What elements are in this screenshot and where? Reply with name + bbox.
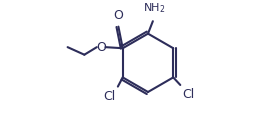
Text: O: O bbox=[113, 9, 123, 22]
Text: O: O bbox=[96, 41, 106, 54]
Text: Cl: Cl bbox=[183, 88, 195, 101]
Text: Cl: Cl bbox=[103, 90, 116, 103]
Text: NH$_2$: NH$_2$ bbox=[143, 1, 165, 15]
